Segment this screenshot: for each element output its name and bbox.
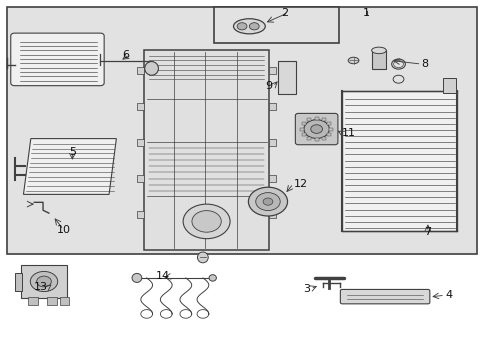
Bar: [20, 265, 67, 298]
Text: 3: 3: [303, 284, 310, 294]
Bar: [144, 50, 268, 250]
Circle shape: [237, 23, 246, 30]
Text: 9: 9: [265, 81, 272, 91]
Ellipse shape: [132, 274, 142, 282]
Bar: [47, 297, 57, 305]
Text: 14: 14: [156, 271, 170, 282]
Bar: [314, 117, 318, 120]
Bar: [268, 67, 276, 74]
Ellipse shape: [371, 47, 386, 54]
Ellipse shape: [347, 57, 358, 64]
Bar: [299, 128, 303, 131]
Bar: [137, 103, 144, 110]
Bar: [306, 118, 310, 121]
Bar: [28, 297, 38, 305]
Text: 10: 10: [57, 225, 70, 235]
Circle shape: [249, 23, 259, 30]
Text: 11: 11: [342, 128, 356, 138]
FancyBboxPatch shape: [11, 33, 104, 86]
Bar: [371, 50, 386, 69]
Circle shape: [310, 125, 322, 133]
Polygon shape: [23, 139, 116, 194]
Bar: [214, 7, 338, 43]
Text: 8: 8: [421, 59, 428, 69]
Bar: [442, 78, 455, 93]
Circle shape: [30, 271, 58, 292]
FancyBboxPatch shape: [340, 289, 429, 304]
Circle shape: [191, 211, 221, 232]
Bar: [306, 137, 310, 140]
Bar: [137, 139, 144, 146]
Bar: [277, 61, 296, 94]
Bar: [321, 137, 325, 140]
Text: 12: 12: [293, 179, 307, 189]
Circle shape: [248, 187, 287, 216]
Bar: [302, 122, 305, 125]
Bar: [60, 297, 69, 305]
Text: 7: 7: [424, 227, 430, 237]
Ellipse shape: [233, 19, 264, 34]
Text: 2: 2: [281, 8, 288, 18]
Bar: [326, 133, 330, 136]
FancyBboxPatch shape: [295, 113, 337, 145]
Circle shape: [263, 198, 272, 205]
Circle shape: [303, 120, 329, 139]
Circle shape: [37, 276, 51, 287]
Bar: [321, 118, 325, 121]
Ellipse shape: [209, 275, 216, 281]
Text: 5: 5: [69, 147, 76, 157]
Ellipse shape: [197, 252, 208, 263]
Bar: [314, 139, 318, 141]
Ellipse shape: [144, 62, 158, 75]
Bar: [342, 91, 456, 231]
Bar: [268, 211, 276, 218]
Circle shape: [255, 193, 280, 211]
Bar: [268, 175, 276, 182]
Bar: [268, 139, 276, 146]
Bar: [15, 273, 22, 291]
Bar: [326, 122, 330, 125]
Text: 13: 13: [34, 282, 48, 292]
Text: 1: 1: [363, 8, 369, 18]
Bar: [302, 133, 305, 136]
Bar: [137, 175, 144, 182]
Text: 4: 4: [444, 290, 451, 300]
Bar: [7, 7, 476, 254]
Bar: [137, 211, 144, 218]
Bar: [329, 128, 332, 131]
Bar: [137, 67, 144, 74]
Bar: [268, 103, 276, 110]
Text: 6: 6: [122, 50, 129, 60]
Circle shape: [183, 204, 229, 239]
